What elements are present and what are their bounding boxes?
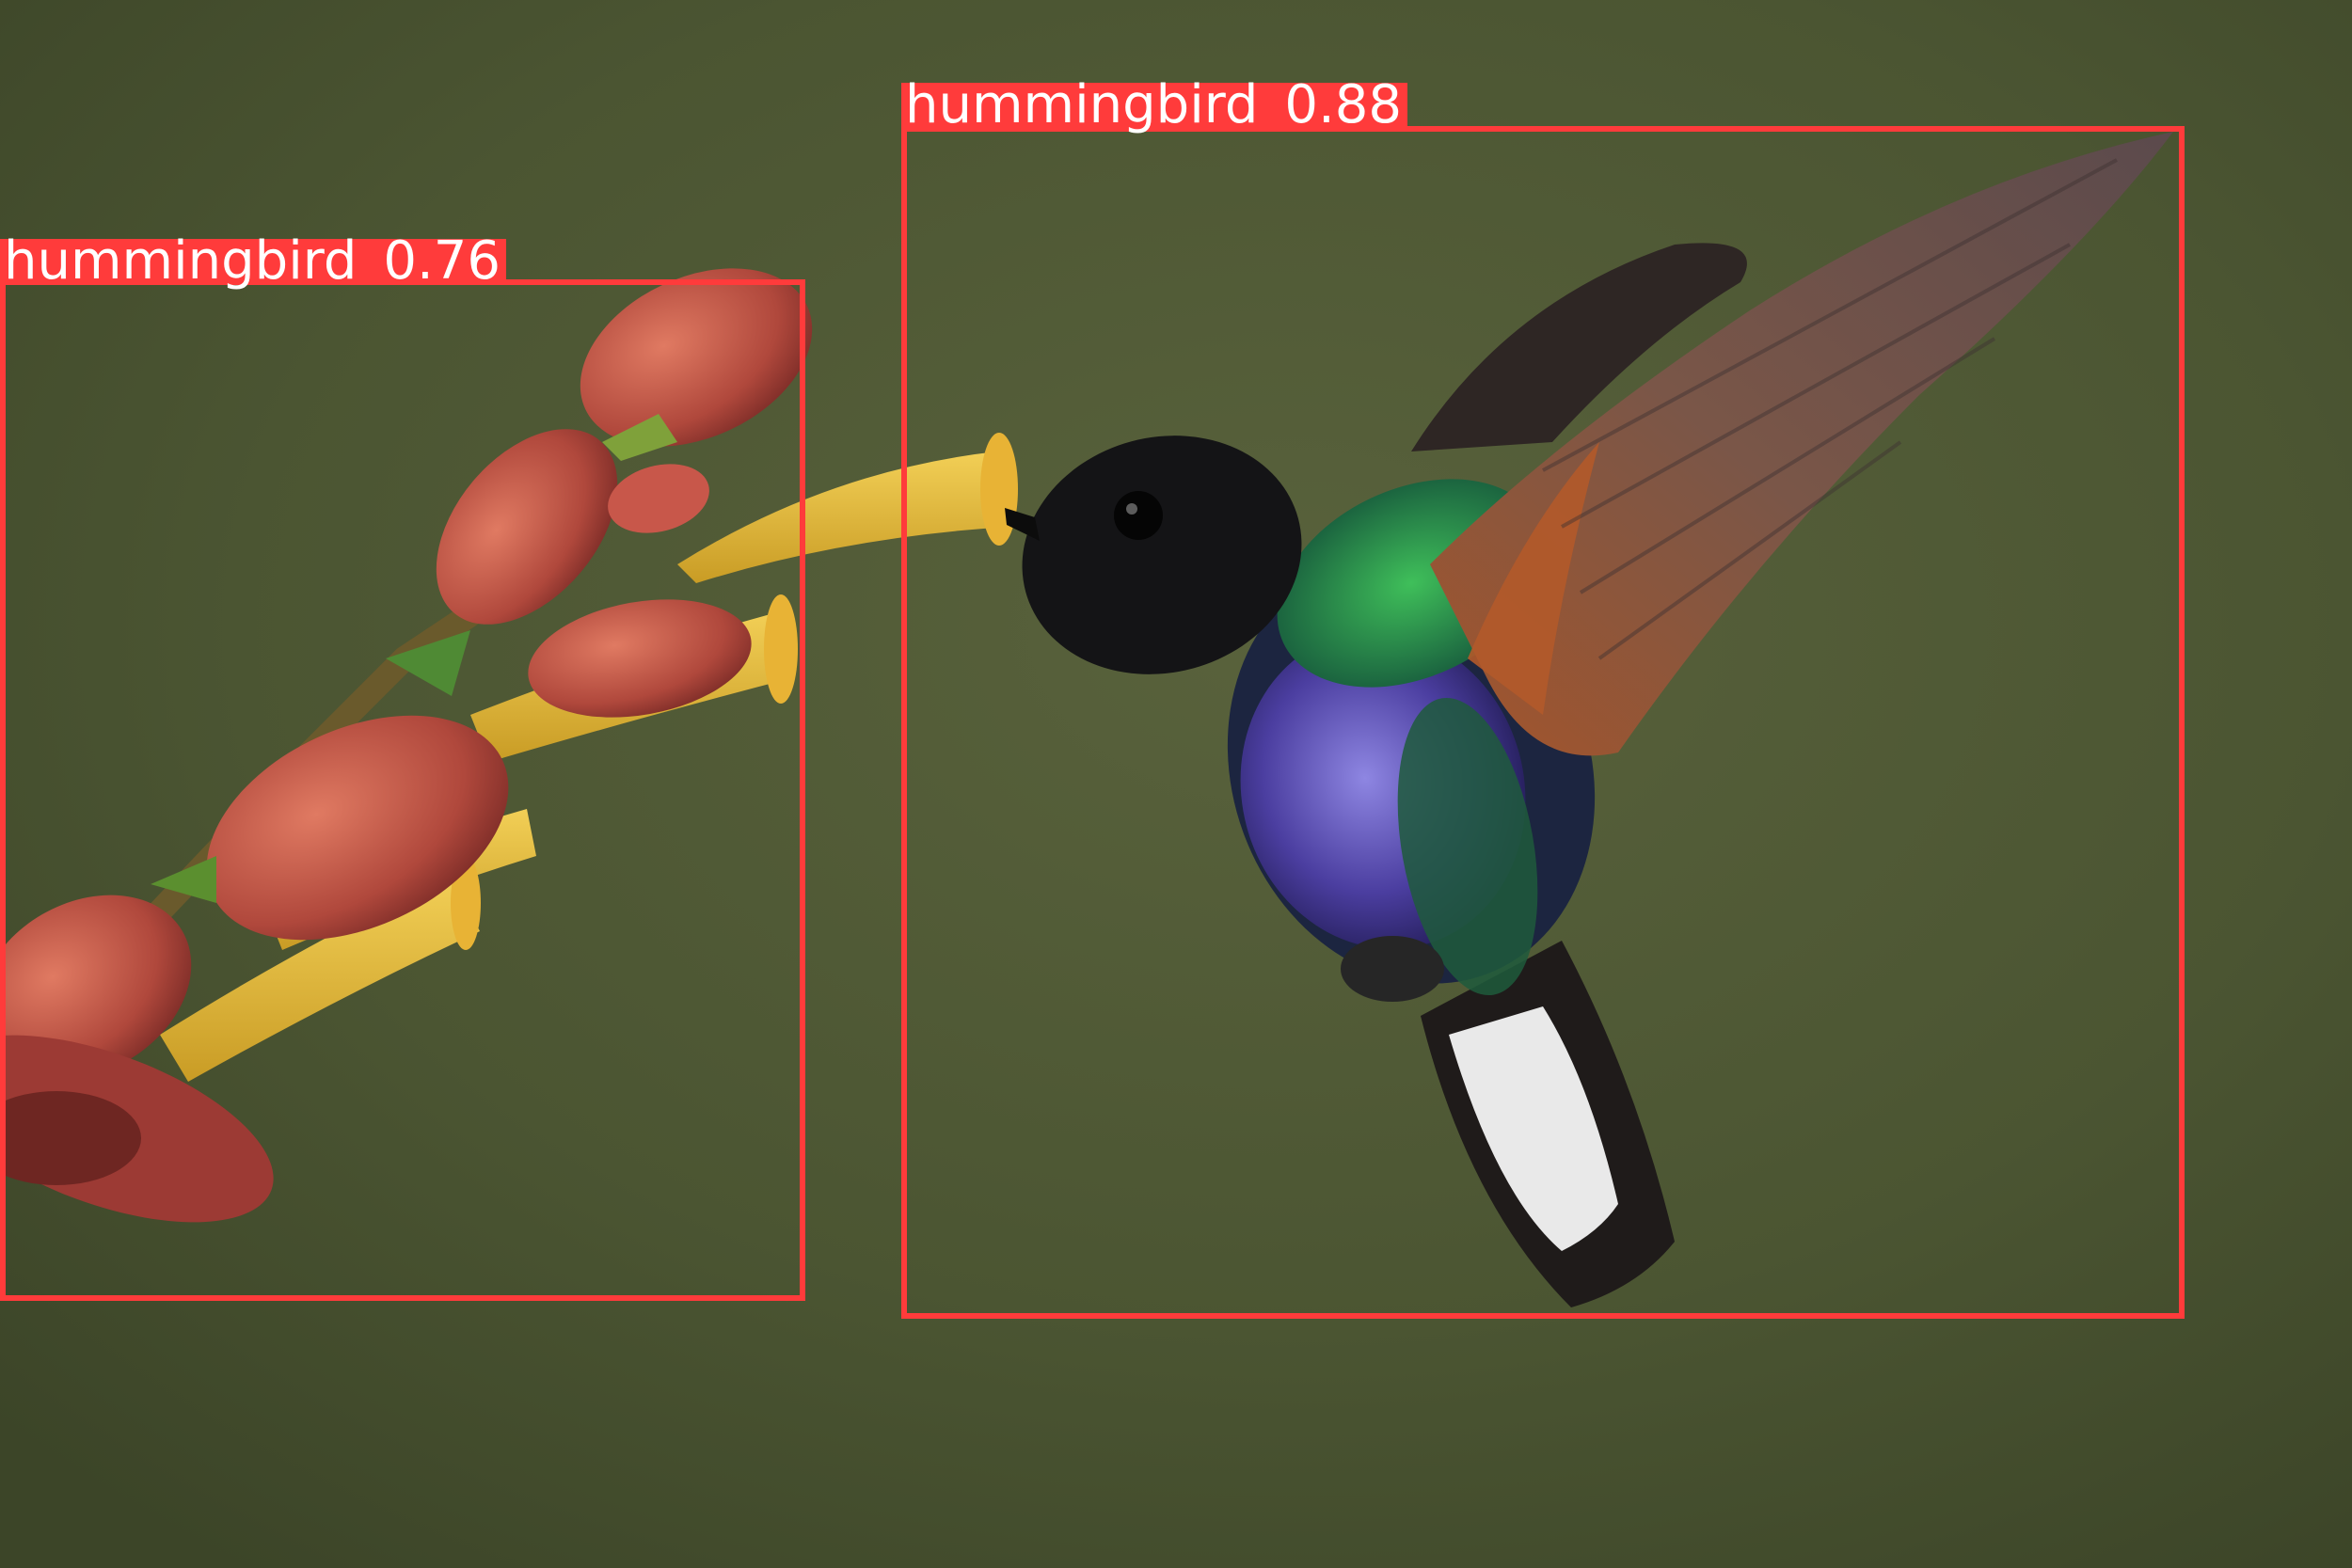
detection-label-name: hummingbird — [905, 74, 1259, 135]
bounding-box-hummingbird-2 — [0, 279, 805, 1301]
detection-label-1: hummingbird 0.88 — [901, 79, 1408, 132]
hummingbird — [1005, 132, 2173, 1307]
detection-label-2: hummingbird 0.76 — [0, 235, 507, 288]
bounding-box-hummingbird-1 — [901, 126, 2185, 1319]
detection-score: 0.88 — [1284, 74, 1403, 135]
detection-label-name: hummingbird — [4, 230, 358, 292]
detection-score: 0.76 — [383, 230, 501, 292]
flower-cluster — [0, 268, 1018, 1223]
